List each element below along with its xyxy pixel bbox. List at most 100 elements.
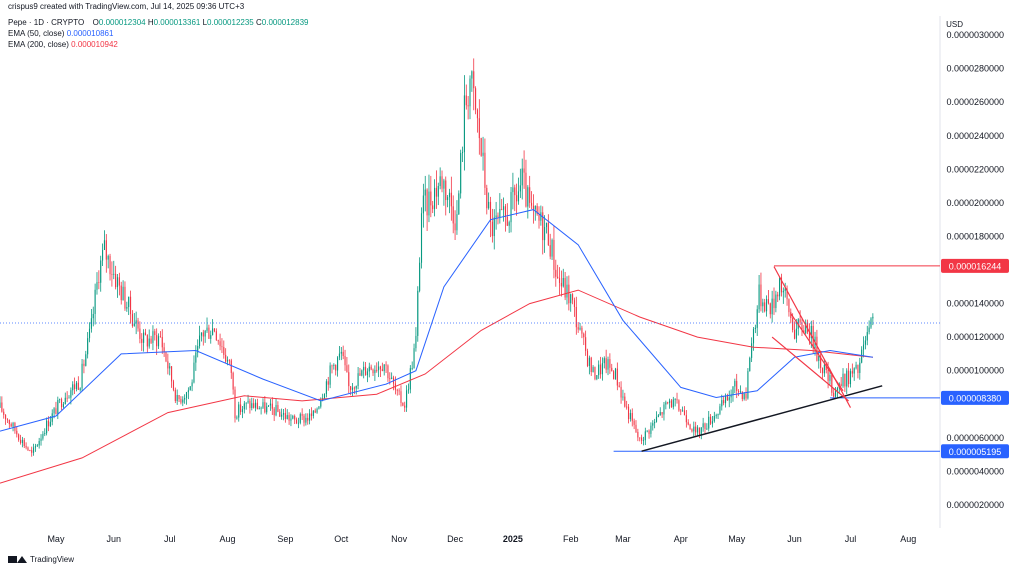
candle-body <box>514 187 516 196</box>
candle-body <box>581 327 583 334</box>
candle-body <box>849 371 852 385</box>
candle-body <box>275 405 277 416</box>
candle-body <box>150 338 152 343</box>
candle-body <box>105 240 107 260</box>
candle-body <box>221 346 223 348</box>
candle-body <box>346 365 348 373</box>
candle-body <box>579 327 581 330</box>
candle-body <box>760 284 762 307</box>
candle-body <box>745 393 747 399</box>
candle-body <box>0 402 1 408</box>
candle-body <box>706 428 708 430</box>
ema50-legend[interactable]: EMA (50, close) 0.000010861 <box>8 29 113 39</box>
candle-body <box>288 415 290 421</box>
candle-body <box>389 378 391 380</box>
candle-body <box>19 439 22 443</box>
candle-body <box>715 415 717 417</box>
candle-body <box>225 354 227 362</box>
candle-body <box>238 404 240 418</box>
candle-body <box>765 299 768 312</box>
ohlc-open: 0.000012304 <box>98 18 146 27</box>
candle-body <box>363 366 365 371</box>
candle-body <box>493 217 495 237</box>
candle-body <box>749 357 751 372</box>
candle-body <box>821 368 824 374</box>
candle-body <box>366 371 368 376</box>
candle-body <box>445 180 447 201</box>
ohlc-low-label: L <box>202 18 208 27</box>
candle-body <box>519 185 521 192</box>
ohlc-high: 0.000013361 <box>153 18 201 27</box>
y-tick-label: 0.0000220000 <box>946 164 1004 174</box>
candle-body <box>631 413 633 421</box>
candle-body <box>141 338 143 343</box>
candle-body <box>769 303 771 315</box>
candle-body <box>730 394 732 398</box>
candle-body <box>335 364 337 371</box>
candle-body <box>115 273 117 288</box>
candle-body <box>549 245 551 257</box>
candle-body <box>305 417 307 423</box>
candle-body <box>616 368 618 386</box>
candle-body <box>230 360 232 373</box>
candle-body <box>557 276 559 279</box>
candle-body <box>818 355 820 361</box>
candle-body <box>81 363 83 389</box>
candle-body <box>226 359 229 362</box>
candle-body <box>603 358 605 364</box>
x-tick-label: Jun <box>107 534 122 544</box>
candle-body <box>109 256 111 275</box>
candle-body <box>711 421 714 424</box>
ema200-legend[interactable]: EMA (200, close) 0.000010942 <box>8 40 118 50</box>
candle-body <box>253 403 255 408</box>
candle-body <box>747 371 749 399</box>
candle-body <box>486 187 488 209</box>
y-tick-label: 0.0000240000 <box>946 131 1004 141</box>
candle-body <box>598 364 600 376</box>
candle-body <box>478 118 480 139</box>
candle-body <box>415 335 417 349</box>
candle-body <box>639 437 641 439</box>
candle-body <box>187 390 189 393</box>
candle-body <box>434 187 436 210</box>
candle-body <box>564 277 566 298</box>
candle-body <box>805 322 807 334</box>
candle-body <box>217 340 219 342</box>
candle-body <box>777 294 779 297</box>
candle-body <box>644 431 646 441</box>
candle-body <box>488 201 490 209</box>
candle-body <box>98 282 100 283</box>
candle-body <box>398 390 400 392</box>
candle-body <box>348 372 350 387</box>
candle-body <box>172 381 175 390</box>
candle-body <box>672 399 674 408</box>
candle-body <box>713 415 715 422</box>
candle-body <box>551 239 553 257</box>
candle-body <box>501 208 503 210</box>
candle-body <box>379 366 382 370</box>
candle-body <box>419 262 421 291</box>
candle-body <box>161 336 163 348</box>
candle-body <box>337 357 339 371</box>
candle-body <box>840 383 842 387</box>
tradingview-brand[interactable]: TradingView <box>8 555 74 564</box>
candle-body <box>1 402 3 412</box>
candle-body <box>801 322 803 331</box>
candle-body <box>430 191 432 206</box>
candle-body <box>585 337 587 351</box>
candle-body <box>411 368 413 370</box>
candle-body <box>680 410 682 412</box>
candle-body <box>596 375 598 380</box>
candle-body <box>269 403 271 406</box>
candle-body <box>309 413 311 421</box>
ema50-line <box>0 209 873 432</box>
candle-body <box>47 420 50 427</box>
candle-body <box>525 172 527 207</box>
candle-body <box>678 400 680 411</box>
candle-body <box>738 391 740 392</box>
candle-body <box>340 351 342 354</box>
candle-body <box>374 369 376 374</box>
candle-body <box>655 416 658 422</box>
